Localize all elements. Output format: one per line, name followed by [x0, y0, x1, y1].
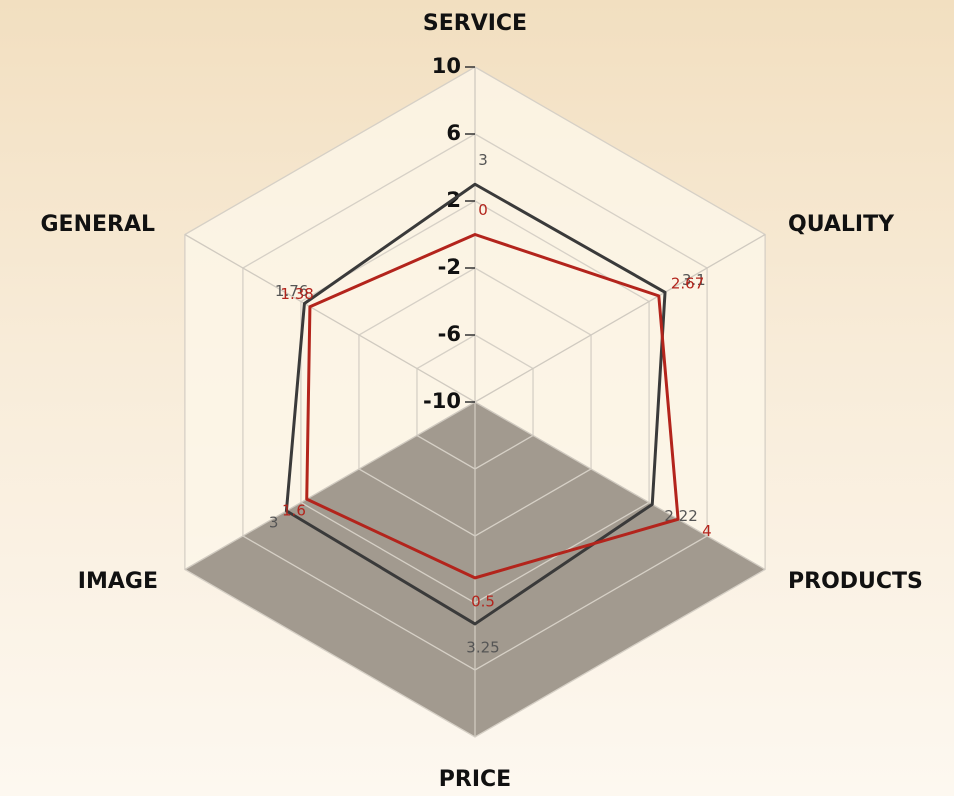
axis-line: [184, 233, 476, 403]
category-label: QUALITY: [788, 212, 895, 237]
r-tick-label: 10: [432, 54, 461, 78]
category-label: PRODUCTS: [788, 569, 923, 594]
series-line: [284, 182, 667, 626]
value-label: 3: [269, 513, 279, 531]
value-label: 3.25: [466, 638, 499, 656]
category-label: SERVICE: [423, 11, 527, 36]
axis-line: [474, 401, 766, 571]
value-label: 0.5: [471, 592, 495, 610]
r-tick-label: -2: [438, 255, 461, 279]
value-label: 0: [478, 201, 488, 219]
value-label: 1.76: [275, 282, 308, 300]
category-label: PRICE: [439, 767, 511, 792]
axis-line: [474, 233, 766, 403]
r-tick-label: -10: [423, 389, 461, 413]
value-label: 2.67: [671, 274, 704, 292]
category-label: GENERAL: [40, 212, 155, 237]
category-label: IMAGE: [78, 569, 158, 594]
value-label: 3: [478, 151, 488, 169]
value-label: 1.38: [280, 285, 313, 303]
series-line: [305, 233, 680, 580]
r-tick-label: -6: [438, 322, 461, 346]
axis-line: [184, 401, 476, 571]
value-label: 4: [702, 522, 712, 540]
value-label: 3.1: [682, 271, 706, 289]
r-tick-label: 6: [446, 121, 461, 145]
value-label: 1.6: [282, 502, 306, 520]
